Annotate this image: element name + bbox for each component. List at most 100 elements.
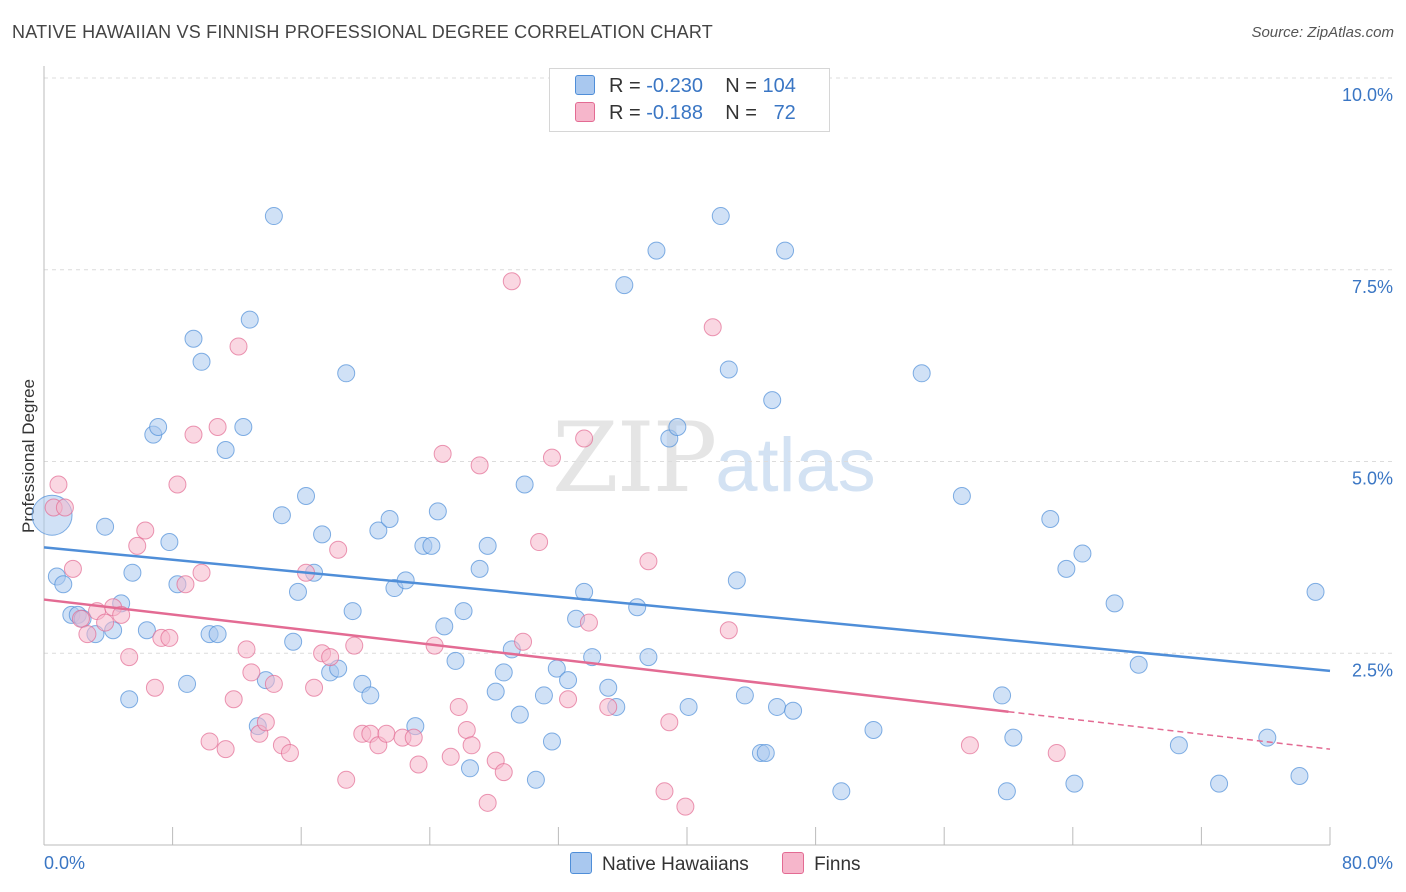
- data-point: [449, 697, 468, 716]
- legend-row-finns: R = -0.188 N = 72: [575, 102, 796, 126]
- legend-n-label: N =: [725, 75, 757, 97]
- data-point: [711, 207, 730, 226]
- data-point: [703, 318, 722, 337]
- data-point: [486, 682, 505, 701]
- data-point: [639, 648, 658, 667]
- data-point: [542, 448, 561, 467]
- legend-r-value: -0.230: [646, 75, 703, 97]
- data-point: [120, 690, 139, 709]
- data-point: [54, 575, 73, 594]
- data-point: [208, 417, 227, 436]
- legend-item-finns: Finns: [782, 852, 861, 876]
- data-point: [321, 648, 340, 667]
- data-point: [178, 674, 197, 693]
- data-point: [160, 533, 179, 552]
- data-point: [668, 417, 687, 436]
- watermark: ZIPatlas: [552, 402, 876, 514]
- data-point: [1041, 510, 1060, 529]
- data-point: [313, 525, 332, 544]
- data-point: [264, 674, 283, 693]
- data-point: [478, 536, 497, 555]
- data-point: [369, 521, 388, 540]
- data-point: [200, 732, 219, 751]
- data-point: [160, 628, 179, 647]
- legend-swatch-native-hawaiians: [575, 75, 595, 95]
- data-point: [329, 540, 348, 559]
- data-point: [526, 770, 545, 789]
- y-axis-label: Professional Degree: [19, 379, 38, 533]
- data-point: [305, 678, 324, 697]
- data-point: [433, 444, 452, 463]
- data-point: [559, 671, 578, 690]
- data-point: [530, 533, 549, 552]
- data-point: [735, 686, 754, 705]
- data-point: [264, 207, 283, 226]
- data-point: [514, 632, 533, 651]
- watermark-atlas: atlas: [715, 423, 876, 508]
- data-point: [470, 456, 489, 475]
- data-point: [361, 686, 380, 705]
- data-point: [1210, 774, 1229, 793]
- data-point: [542, 732, 561, 751]
- x-tick-label: 0.0%: [44, 853, 85, 873]
- data-point: [1105, 594, 1124, 613]
- data-point: [727, 571, 746, 590]
- data-point: [123, 563, 142, 582]
- data-point: [280, 743, 299, 762]
- data-point: [441, 747, 460, 766]
- data-point: [1290, 766, 1309, 785]
- data-point: [615, 276, 634, 295]
- data-point: [145, 678, 164, 697]
- data-point: [343, 602, 362, 621]
- series-legend: Native Hawaiians Finns: [570, 852, 889, 876]
- data-point: [96, 517, 115, 536]
- data-point: [216, 740, 235, 759]
- data-point: [768, 697, 787, 716]
- correlation-legend: R = -0.230 N = 104 R = -0.188 N = 72: [549, 68, 830, 132]
- data-point: [784, 701, 803, 720]
- data-point: [579, 613, 598, 632]
- legend-n-value: 72: [773, 102, 796, 124]
- data-point: [997, 782, 1016, 801]
- data-point: [71, 609, 90, 628]
- data-point: [679, 697, 698, 716]
- data-point: [377, 724, 396, 743]
- data-point: [454, 602, 473, 621]
- data-point: [112, 605, 131, 624]
- data-point: [288, 582, 307, 601]
- data-point: [1129, 655, 1148, 674]
- data-point: [337, 770, 356, 789]
- data-point: [1065, 774, 1084, 793]
- y-tick-label: 5.0%: [1352, 469, 1393, 489]
- data-point: [993, 686, 1012, 705]
- data-point: [176, 575, 195, 594]
- data-point: [1004, 728, 1023, 747]
- trend-line-finns: [43, 598, 1009, 713]
- data-point: [515, 475, 534, 494]
- data-point: [237, 640, 256, 659]
- legend-swatch-finns: [782, 852, 805, 874]
- data-point: [184, 425, 203, 444]
- y-tick-label: 7.5%: [1352, 277, 1393, 297]
- data-point: [952, 487, 971, 506]
- data-point: [1057, 559, 1076, 578]
- data-point: [575, 429, 594, 448]
- data-point: [428, 502, 447, 521]
- data-point: [1306, 582, 1325, 601]
- x-tick-label: 80.0%: [1342, 853, 1393, 873]
- data-point: [242, 663, 261, 682]
- data-point: [494, 763, 513, 782]
- data-point: [240, 310, 259, 329]
- data-point: [435, 617, 454, 636]
- data-point: [168, 475, 187, 494]
- y-tick-label: 10.0%: [1342, 85, 1393, 105]
- data-point: [120, 648, 139, 667]
- data-point: [470, 559, 489, 578]
- data-point: [647, 241, 666, 260]
- legend-label: Native Hawaiians: [602, 854, 749, 875]
- data-point: [655, 782, 674, 801]
- watermark-zip: ZIP: [552, 402, 717, 514]
- legend-r-value: -0.188: [646, 102, 703, 124]
- data-point: [639, 552, 658, 571]
- trend-line-native-hawaiians: [43, 546, 1331, 673]
